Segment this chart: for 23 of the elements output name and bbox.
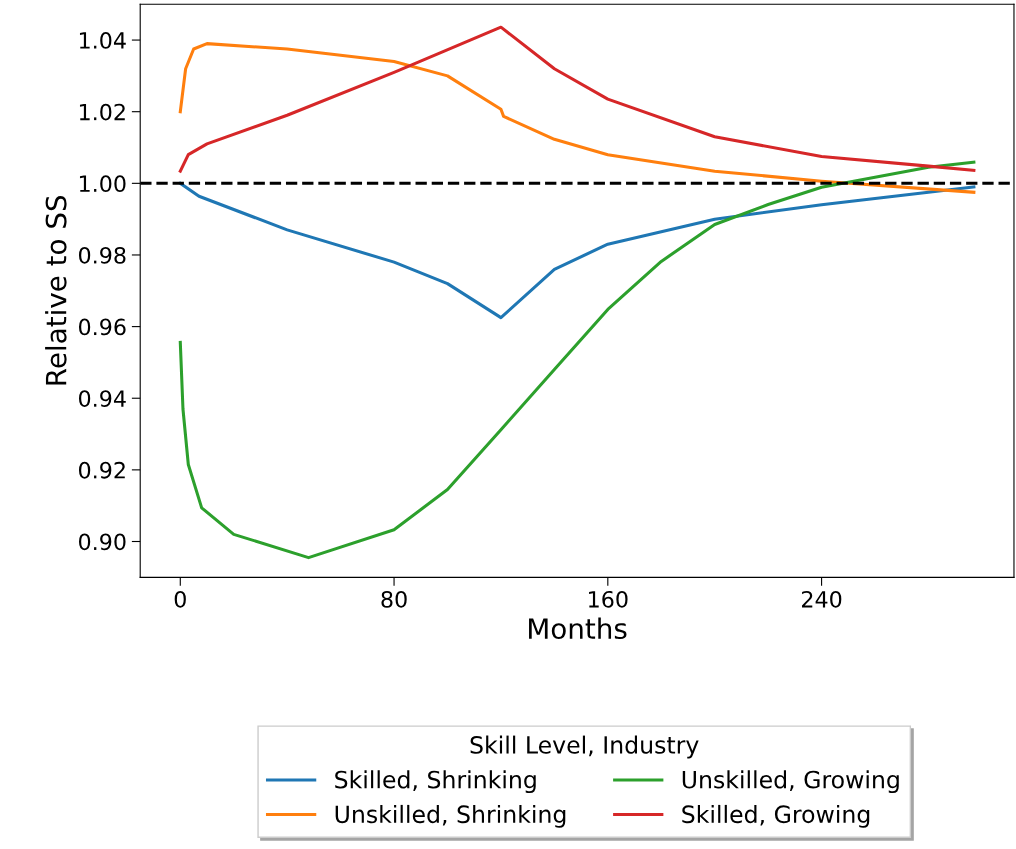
line-series [178, 25, 976, 173]
x-tick-label: 80 [381, 590, 407, 608]
line-series [178, 181, 976, 320]
y-tick-label: 0.96 [79, 318, 126, 336]
legend-label: Unskilled, Shrinking [335, 804, 566, 828]
x-tick-label: 240 [802, 590, 842, 608]
y-tick-label: 0.94 [79, 390, 126, 407]
y-tick-label: 1.00 [79, 175, 126, 193]
line-series [178, 42, 976, 194]
legend-label: Skilled, Growing [682, 804, 870, 828]
y-tick-label: 0.90 [79, 533, 126, 551]
legend-title: Skill Level, Industry [470, 735, 699, 759]
x-tick-label: 0 [174, 590, 186, 608]
y-tick-label: 1.04 [79, 32, 126, 49]
line-series [178, 160, 976, 560]
y-axis-title: Relative to SS [45, 195, 67, 385]
y-tick-label: 1.02 [79, 103, 125, 121]
x-tick-label: 160 [589, 590, 628, 608]
x-axis-title: Months [529, 617, 627, 640]
y-tick-label: 0.98 [79, 246, 126, 264]
legend-label: Unskilled, Growing [682, 770, 899, 794]
y-tick-label: 0.92 [79, 461, 125, 479]
legend-label: Skilled, Shrinking [335, 770, 536, 794]
